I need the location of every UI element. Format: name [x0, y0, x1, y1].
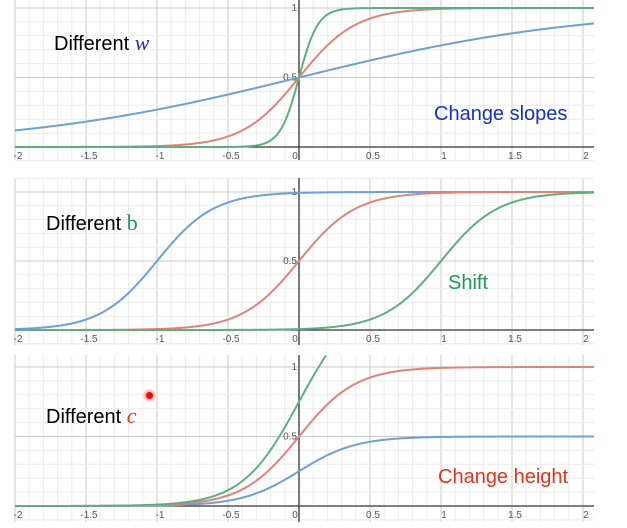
x-tick-label: -1	[156, 151, 165, 162]
x-tick-label: -2	[14, 510, 23, 521]
x-tick-label: -1.5	[80, 510, 98, 521]
x-tick-label: -0.5	[222, 334, 240, 345]
caption-text: Different	[46, 213, 122, 235]
x-tick-label: -0.5	[222, 510, 240, 521]
x-tick-label: -0.5	[222, 151, 240, 162]
series-line-3	[15, 7, 594, 148]
mouse-pointer-icon	[143, 389, 156, 402]
caption-different-w: Different w	[54, 30, 149, 56]
chart-panel-1: -2 -1.5 -1 -0.5 0 0.5 1 1.5 2 0.5 1	[14, 0, 595, 162]
series-line-1	[14, 22, 595, 132]
caption-different-b: Different b	[46, 210, 138, 236]
x-tick-label: 0.5	[366, 151, 380, 162]
y-tick-label: 0.5	[283, 432, 297, 443]
x-tick-label: 0	[292, 334, 298, 345]
x-tick-label: 1.5	[508, 334, 522, 345]
series-line-3	[15, 355, 327, 507]
x-tick-label: 2	[583, 151, 589, 162]
x-tick-label: 0.5	[366, 510, 380, 521]
y-tick-label: 0.5	[283, 73, 297, 84]
x-tick-label: 1	[441, 510, 447, 521]
x-tick-label: 1	[441, 334, 447, 345]
caption-symbol-c: c	[126, 403, 137, 428]
caption-different-c: Different c	[46, 403, 137, 429]
annotation-shift: Shift	[448, 272, 489, 294]
x-tick-label: 1	[441, 151, 447, 162]
x-tick-label: 1.5	[508, 151, 522, 162]
annotation-change-slopes: Change slopes	[434, 103, 568, 125]
chart-panel-2: -2 -1.5 -1 -0.5 0 0.5 1 1.5 20.51	[14, 177, 595, 345]
x-tick-label: -2	[14, 151, 23, 162]
caption-text: Different	[46, 406, 122, 428]
caption-text: Different	[54, 33, 130, 55]
caption-symbol-w: w	[134, 30, 150, 55]
x-tick-label: 0	[292, 510, 298, 521]
series-line-3	[15, 191, 595, 331]
x-tick-label: -1	[156, 334, 165, 345]
chart-panel-3: -2 -1.5 -1 -0.5 0 0.5 1 1.5 2 0.5 1	[14, 355, 594, 522]
x-tick-label: 0	[292, 151, 298, 162]
x-tick-label: 1.5	[508, 510, 522, 521]
y-tick-label: 0.5	[283, 256, 297, 267]
x-tick-label: 2	[583, 510, 589, 521]
caption-symbol-b: b	[126, 210, 138, 235]
y-tick-label: 1	[291, 3, 297, 14]
x-tick-label: 2	[583, 334, 589, 345]
annotation-change-height: Change height	[438, 466, 569, 488]
x-tick-label: -1.5	[80, 151, 98, 162]
x-tick-label: -2	[14, 334, 23, 345]
x-tick-label: -1.5	[80, 334, 98, 345]
x-tick-label: 0.5	[366, 334, 380, 345]
y-tick-label: 1	[291, 362, 297, 373]
x-tick-label: -1	[156, 510, 165, 521]
